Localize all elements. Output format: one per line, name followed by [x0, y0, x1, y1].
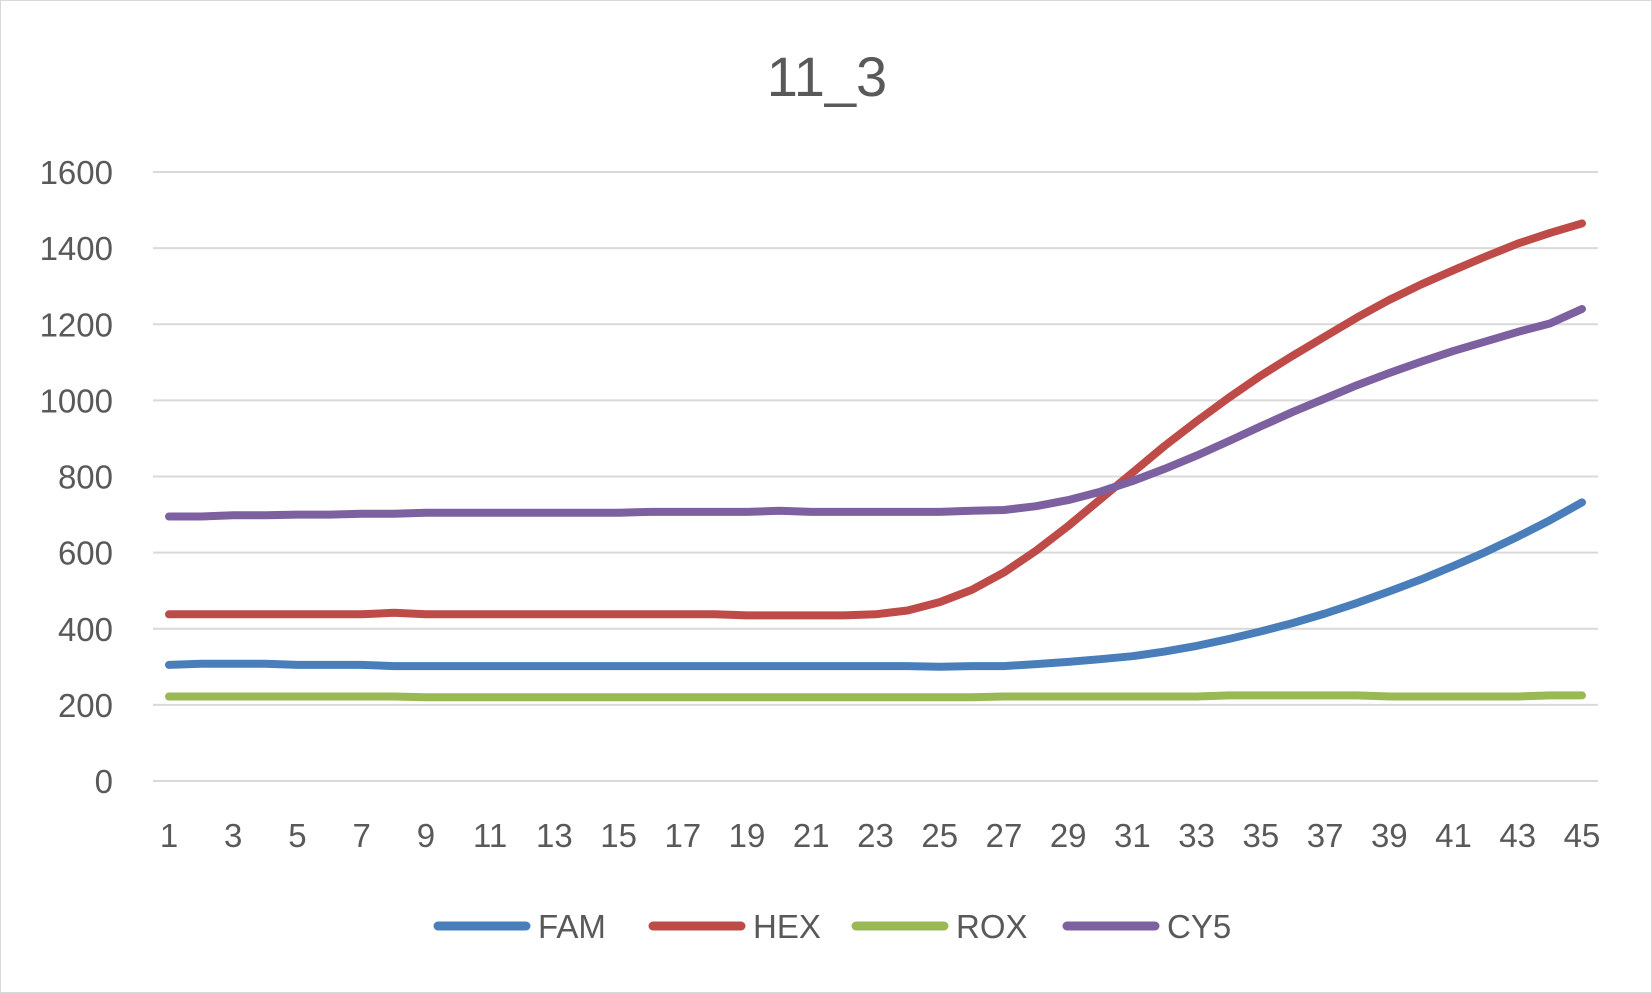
- y-tick-label: 1000: [40, 382, 113, 419]
- x-tick-label: 33: [1178, 817, 1215, 854]
- series-line-cy5: [165, 305, 1586, 521]
- y-tick-label: 1400: [40, 230, 113, 267]
- series-line-rox: [165, 691, 1586, 702]
- y-tick-label: 1600: [40, 154, 113, 191]
- x-tick-label: 21: [793, 817, 830, 854]
- x-tick-label: 45: [1564, 817, 1601, 854]
- x-tick-label: 15: [600, 817, 637, 854]
- y-tick-label: 400: [58, 611, 113, 648]
- x-tick-label: 1: [160, 817, 178, 854]
- gridlines: [153, 171, 1598, 782]
- x-tick-label: 17: [664, 817, 701, 854]
- x-tick-label: 35: [1243, 817, 1280, 854]
- x-tick-label: 5: [288, 817, 306, 854]
- x-tick-label: 37: [1307, 817, 1344, 854]
- legend-label-cy5: CY5: [1167, 908, 1231, 945]
- legend-label-rox: ROX: [956, 908, 1028, 945]
- y-tick-label: 200: [58, 687, 113, 724]
- series-lines: [165, 219, 1586, 702]
- x-tick-label: 3: [224, 817, 242, 854]
- legend-label-fam: FAM: [538, 908, 606, 945]
- x-tick-label: 23: [857, 817, 894, 854]
- x-tick-label: 25: [921, 817, 958, 854]
- y-tick-label: 800: [58, 459, 113, 496]
- series-line-hex: [165, 219, 1586, 620]
- legend: FAM HEX ROX CY5: [433, 908, 1231, 945]
- x-tick-label: 31: [1114, 817, 1151, 854]
- x-tick-label: 41: [1435, 817, 1472, 854]
- series-line-fam: [165, 498, 1586, 671]
- chart-title: 11_3: [767, 45, 887, 108]
- x-tick-label: 43: [1499, 817, 1536, 854]
- x-tick-label: 9: [417, 817, 435, 854]
- legend-label-hex: HEX: [753, 908, 821, 945]
- x-tick-label: 11: [473, 817, 507, 854]
- x-tick-label: 27: [986, 817, 1023, 854]
- x-tick-label: 13: [536, 817, 573, 854]
- x-tick-label: 19: [729, 817, 766, 854]
- y-tick-label: 1200: [40, 306, 113, 343]
- y-tick-label: 0: [95, 763, 113, 800]
- x-tick-label: 39: [1371, 817, 1408, 854]
- x-tick-label: 29: [1050, 817, 1087, 854]
- y-axis-tick-labels: 0 200 400 600 800 1000 1200 1400 1600: [40, 154, 113, 800]
- y-tick-label: 600: [58, 535, 113, 572]
- x-axis-tick-labels: 1 3 5 7 9 11 13 15 17 19 21 23 25 27 29 31 33 35 37 39 41 43 4…: [160, 817, 1601, 854]
- x-tick-label: 7: [353, 817, 371, 854]
